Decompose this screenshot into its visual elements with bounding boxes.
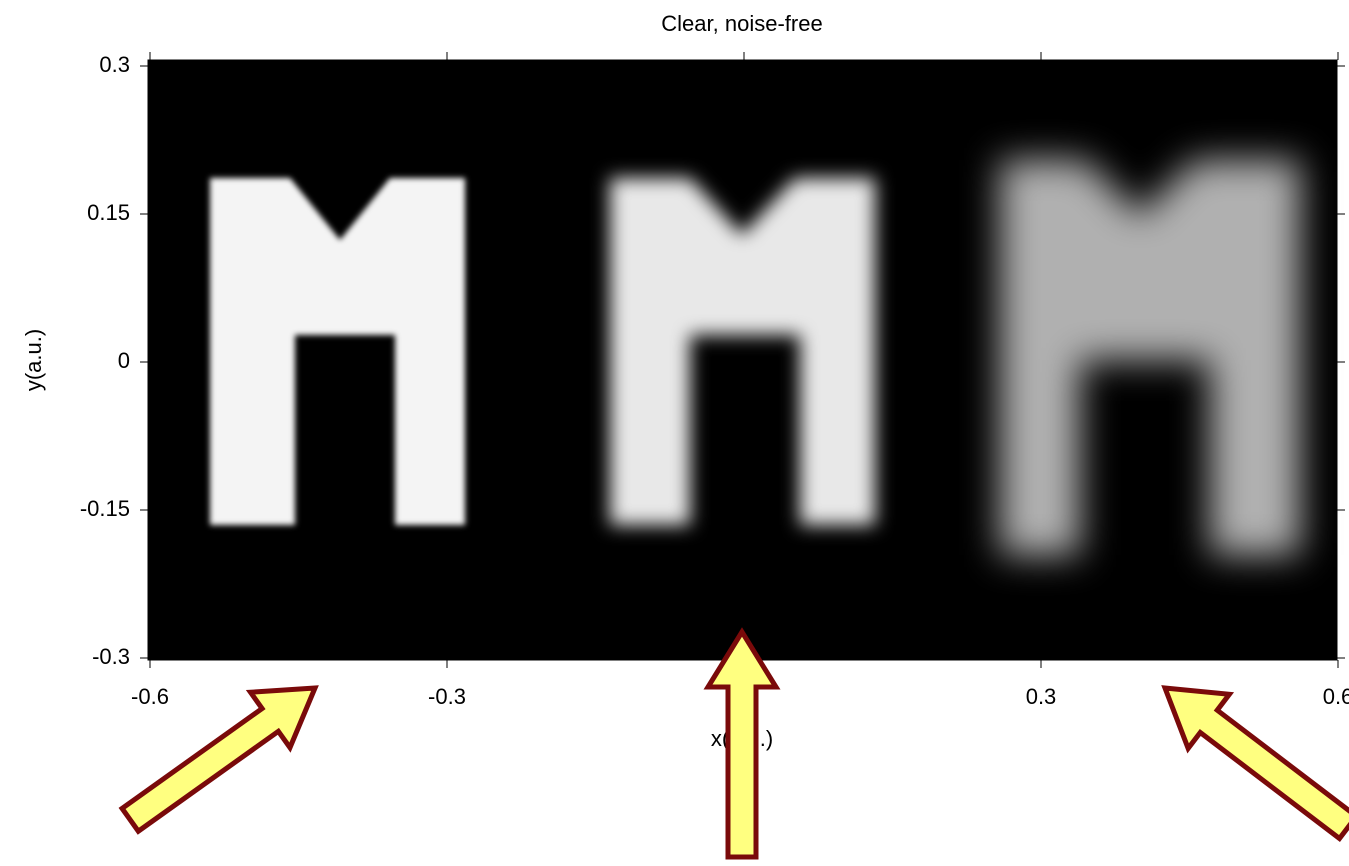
y-tick-label: 0.15: [87, 200, 130, 225]
chart-title: Clear, noise-free: [661, 11, 822, 36]
x-tick-label: -0.6: [131, 684, 169, 709]
x-tick-label: -0.3: [428, 684, 466, 709]
y-tick-label: -0.3: [92, 644, 130, 669]
chart: Clear, noise-free x(a.u.) y(a.u.) -0.6-0…: [0, 0, 1349, 861]
y-tick-label: 0.3: [99, 52, 130, 77]
x-tick-label: 0.6: [1323, 684, 1349, 709]
arrows: [110, 632, 1349, 857]
x-tick-label: 0.3: [1026, 684, 1057, 709]
y-tick-label: -0.15: [80, 496, 130, 521]
y-axis-label: y(a.u.): [21, 329, 46, 391]
arrow: [1144, 661, 1349, 854]
y-tick-label: 0: [118, 348, 130, 373]
